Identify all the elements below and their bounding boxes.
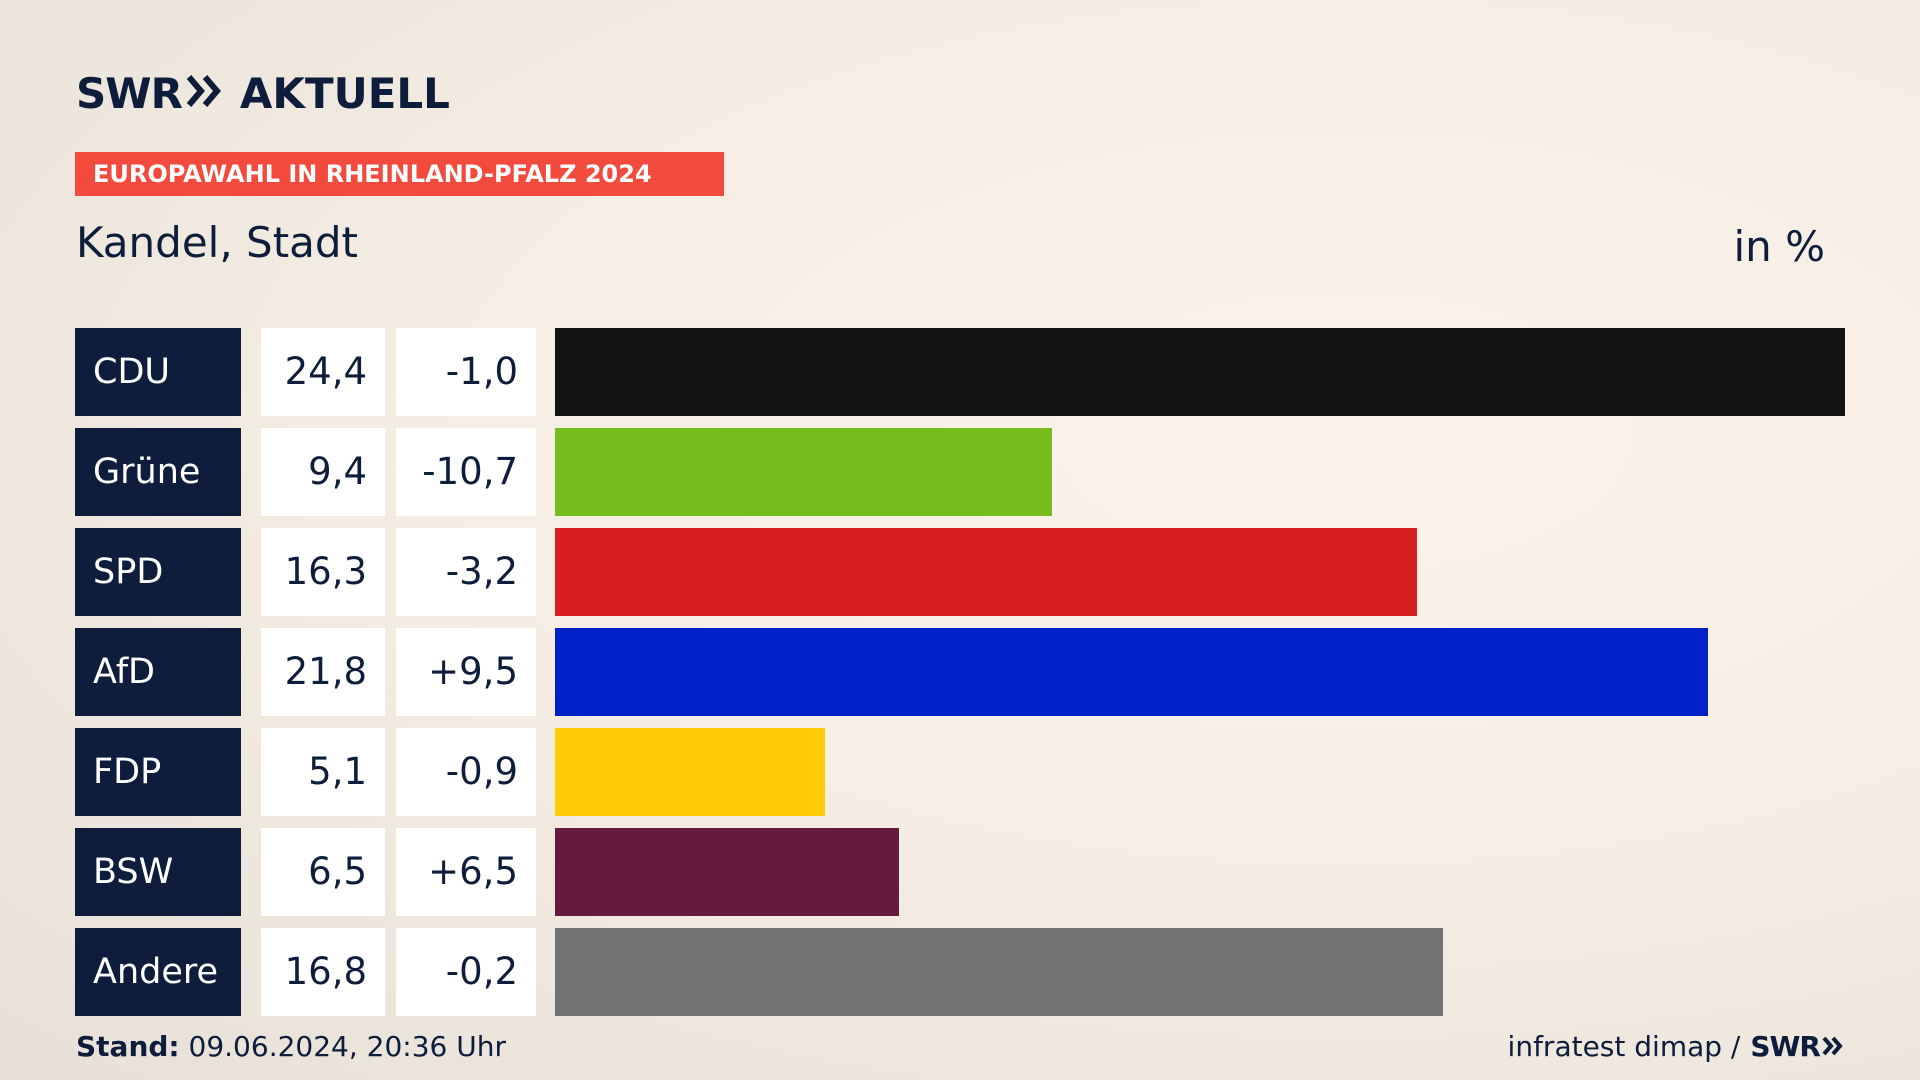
result-row: AfD 21,8 +9,5 (75, 628, 1845, 716)
vote-change-value: -3,2 (396, 528, 536, 616)
result-row: Andere 16,8 -0,2 (75, 928, 1845, 1016)
swr-aktuell-logo: SWR AKTUELL (76, 68, 450, 118)
vote-change-value: -0,2 (396, 928, 536, 1016)
result-bar (555, 528, 1417, 616)
vote-share-value: 16,8 (261, 928, 385, 1016)
result-row: CDU 24,4 -1,0 (75, 328, 1845, 416)
source-text: infratest dimap / (1507, 1030, 1741, 1063)
vote-share-value: 9,4 (261, 428, 385, 516)
stand-label: Stand: (76, 1030, 180, 1063)
unit-label: in % (1733, 222, 1825, 271)
result-row: BSW 6,5 +6,5 (75, 828, 1845, 916)
vote-change-value: +6,5 (396, 828, 536, 916)
vote-share-value: 24,4 (261, 328, 385, 416)
party-label: SPD (75, 528, 241, 616)
vote-change-value: -1,0 (396, 328, 536, 416)
source-credit: infratest dimap / SWR (1508, 1030, 1844, 1063)
result-bar (555, 428, 1052, 516)
logo-aktuell-text: AKTUELL (239, 68, 450, 118)
result-bar (555, 328, 1845, 416)
vote-change-value: +9,5 (396, 628, 536, 716)
result-bar (555, 828, 899, 916)
party-label: Andere (75, 928, 241, 1016)
election-banner: EUROPAWAHL IN RHEINLAND-PFALZ 2024 (75, 152, 724, 196)
result-bar (555, 628, 1708, 716)
footer-chevron-icon (1822, 1030, 1844, 1063)
result-bar (555, 928, 1443, 1016)
stand-value: 09.06.2024, 20:36 Uhr (188, 1030, 506, 1063)
timestamp: Stand: 09.06.2024, 20:36 Uhr (76, 1030, 506, 1063)
logo-swr-text: SWR (76, 68, 183, 118)
vote-share-value: 21,8 (261, 628, 385, 716)
party-label: BSW (75, 828, 241, 916)
footer-swr-logo: SWR (1750, 1030, 1821, 1063)
vote-change-value: -0,9 (396, 728, 536, 816)
vote-share-value: 6,5 (261, 828, 385, 916)
region-title: Kandel, Stadt (76, 218, 359, 267)
vote-share-value: 5,1 (261, 728, 385, 816)
party-label: FDP (75, 728, 241, 816)
result-bar (555, 728, 825, 816)
result-row: FDP 5,1 -0,9 (75, 728, 1845, 816)
vote-share-value: 16,3 (261, 528, 385, 616)
party-label: Grüne (75, 428, 241, 516)
double-chevron-right-icon (186, 74, 222, 112)
vote-change-value: -10,7 (396, 428, 536, 516)
result-row: SPD 16,3 -3,2 (75, 528, 1845, 616)
party-label: CDU (75, 328, 241, 416)
party-label: AfD (75, 628, 241, 716)
result-row: Grüne 9,4 -10,7 (75, 428, 1845, 516)
